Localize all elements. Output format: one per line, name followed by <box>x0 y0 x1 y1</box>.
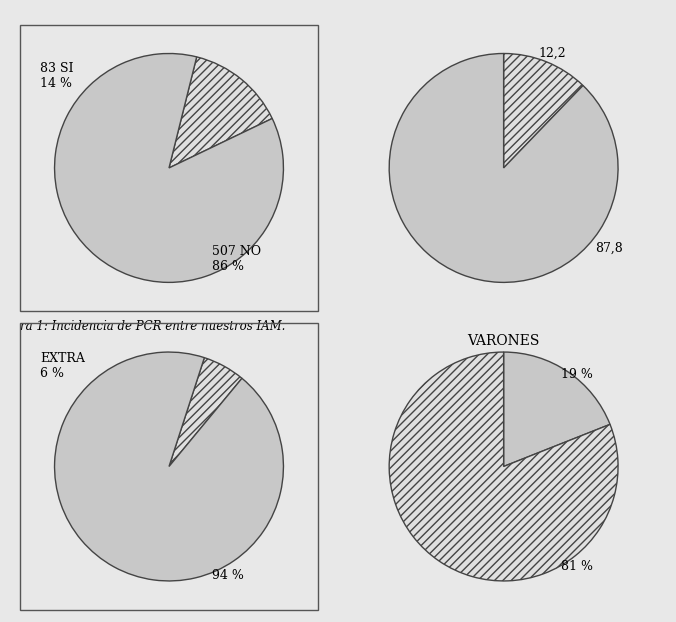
Text: 87,8: 87,8 <box>595 241 623 254</box>
Text: VARONES: VARONES <box>467 334 540 348</box>
Wedge shape <box>389 352 618 581</box>
Text: EXTRA
6 %: EXTRA 6 % <box>41 352 85 381</box>
Wedge shape <box>389 53 618 282</box>
Text: 19 %: 19 % <box>561 368 593 381</box>
Wedge shape <box>504 352 610 466</box>
Wedge shape <box>504 53 583 168</box>
Wedge shape <box>55 53 283 282</box>
Wedge shape <box>169 358 242 466</box>
Wedge shape <box>169 57 272 168</box>
Text: 81 %: 81 % <box>561 560 593 573</box>
Text: 12,2: 12,2 <box>538 47 566 60</box>
Text: 507 NO
86 %: 507 NO 86 % <box>212 246 261 274</box>
Text: 83 SI
14 %: 83 SI 14 % <box>41 62 74 90</box>
Text: ra 1: Incidencia de PCR entre nuestros IAM.: ra 1: Incidencia de PCR entre nuestros I… <box>20 320 286 333</box>
Wedge shape <box>55 352 283 581</box>
Text: 94 %: 94 % <box>212 569 244 582</box>
